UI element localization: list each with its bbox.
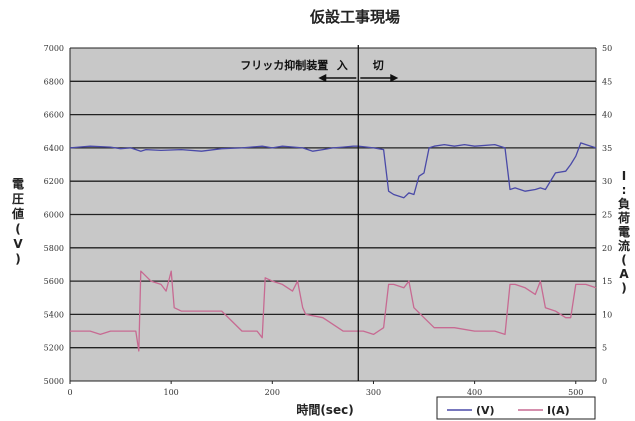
right-axis-ticks: 0 5 10 15 20 25 30 35 40 45 50 [602, 44, 612, 386]
x-tick-label: 300 [366, 388, 381, 397]
y-left-tick-label: 6800 [44, 77, 64, 86]
y-right-label-char: I [622, 169, 626, 183]
legend-current-label: I(A) [547, 404, 570, 417]
y-right-label-char: 荷 [617, 210, 630, 225]
y-left-tick-label: 6600 [44, 111, 64, 120]
x-tick-label: 0 [67, 388, 72, 397]
y-left-tick-label: 6400 [44, 144, 64, 153]
y-left-tick-label: 6000 [44, 211, 64, 220]
y-right-label-char: : [622, 183, 627, 197]
series-line-current [70, 270, 597, 352]
y-axis-left-label: 電圧値(V) [11, 177, 24, 266]
y-left-label-char: 電 [12, 177, 24, 191]
series-line-voltage [69, 142, 597, 199]
y-right-tick-label: 0 [602, 377, 607, 386]
legend-voltage-label: (V) [476, 404, 495, 417]
left-axis-ticks: 5000 5200 5400 5600 5800 6000 6200 6400 6600 6800… [44, 44, 64, 386]
y-right-tick-label: 10 [602, 310, 612, 319]
y-right-tick-label: 15 [602, 277, 612, 286]
on-label: 入 [337, 59, 348, 72]
y-right-label-char: 電 [618, 225, 630, 239]
y-left-label-char: 値 [11, 206, 24, 221]
y-left-tick-label: 5600 [44, 277, 64, 286]
x-tick-label: 100 [164, 388, 179, 397]
arrow-left-icon [318, 74, 357, 82]
x-axis-label: 時間(sec) [296, 402, 353, 417]
legend-box [436, 396, 596, 420]
y-right-label-char: 負 [618, 196, 630, 211]
y-left-tick-label: 5000 [44, 377, 64, 386]
y-left-label-char: V [13, 237, 23, 251]
y-right-tick-label: 5 [602, 344, 607, 353]
y-right-label-char: A [619, 267, 629, 281]
device-label: フリッカ抑制装置 [240, 58, 328, 72]
arrow-right-icon [360, 74, 399, 82]
y-right-tick-label: 50 [602, 44, 612, 53]
y-right-label-char: ) [621, 281, 626, 295]
grid-lines [69, 47, 597, 382]
y-right-tick-label: 45 [602, 77, 612, 86]
x-axis-ticks: 0 100 200 300 400 500 [67, 381, 583, 397]
y-left-label-char: ) [15, 252, 20, 266]
y-right-tick-label: 25 [602, 211, 612, 220]
y-left-tick-label: 7000 [44, 44, 64, 53]
y-right-tick-label: 40 [602, 111, 612, 120]
y-right-tick-label: 35 [602, 144, 612, 153]
x-tick-label: 500 [568, 388, 583, 397]
arrow-left-head [318, 74, 327, 82]
x-tick-label: 400 [467, 388, 482, 397]
y-left-label-char: ( [15, 222, 20, 236]
y-right-label-char: 流 [618, 238, 630, 253]
legend: (V) I(A) [436, 396, 596, 420]
arrow-right-head [390, 74, 399, 82]
y-right-label-char: ( [621, 253, 626, 267]
y-left-tick-label: 6200 [44, 177, 64, 186]
x-tick-label: 200 [265, 388, 280, 397]
series-group [69, 142, 597, 352]
y-right-tick-label: 30 [602, 177, 612, 186]
y-left-tick-label: 5400 [44, 310, 64, 319]
y-left-label-char: 圧 [12, 192, 24, 206]
y-right-tick-label: 20 [602, 244, 612, 253]
y-left-tick-label: 5800 [44, 244, 64, 253]
off-label: 切 [373, 59, 384, 72]
y-left-tick-label: 5200 [44, 344, 64, 353]
chart-title: 仮設工事現場 [309, 8, 400, 26]
